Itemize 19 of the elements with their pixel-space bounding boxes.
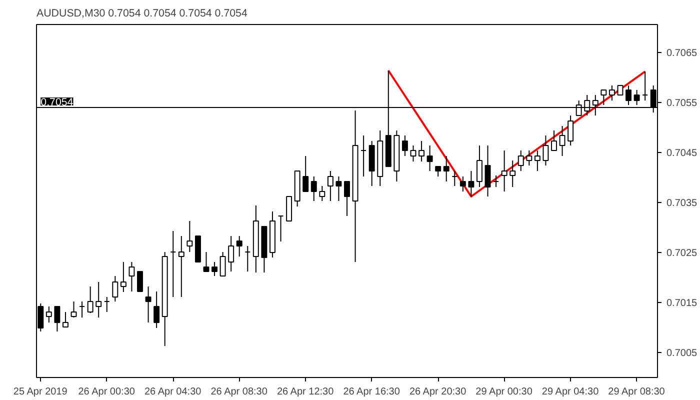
x-tick-label: 29 Apr 08:30 [608, 386, 666, 398]
y-tick-label: 0.7065 [666, 48, 698, 59]
x-tick-label: 29 Apr 00:30 [476, 386, 533, 398]
x-tick-label: 26 Apr 20:30 [409, 386, 467, 398]
x-tick-label: 29 Apr 04:30 [542, 386, 600, 398]
x-tick-label: 26 Apr 00:30 [78, 386, 136, 398]
chart-title: AUDUSD,M30 0.7054 0.7054 0.7054 0.7054 [36, 8, 248, 20]
y-tick-label: 0.7025 [666, 248, 698, 259]
x-tick-label: 25 Apr 2019 [13, 386, 68, 398]
x-tick-label: 26 Apr 04:30 [144, 386, 202, 398]
x-tick-label: 26 Apr 16:30 [343, 386, 400, 398]
x-tick-label: 26 Apr 08:30 [210, 386, 268, 398]
y-tick-label: 0.7015 [666, 298, 698, 309]
y-tick-label: 0.7055 [666, 98, 698, 109]
x-tick-label: 26 Apr 12:30 [276, 386, 334, 398]
y-tick-label: 0.7035 [666, 198, 698, 209]
y-tick-label: 0.7005 [666, 348, 698, 359]
ref-line-label: 0.7054 [40, 96, 74, 108]
y-tick-label: 0.7045 [666, 148, 698, 159]
